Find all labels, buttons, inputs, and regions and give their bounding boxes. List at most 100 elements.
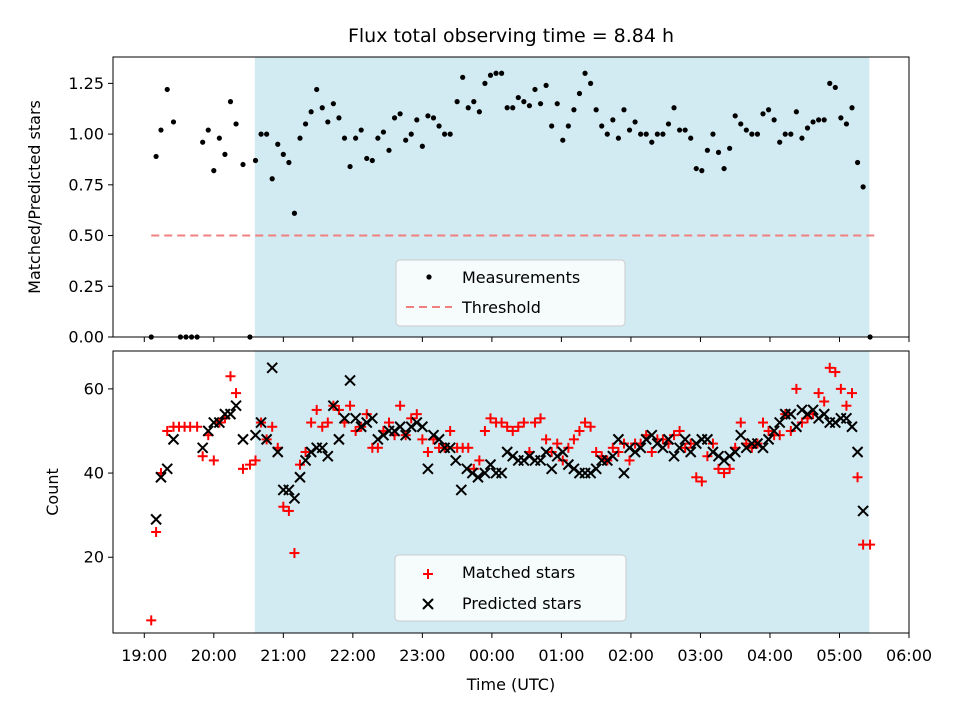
x-tick-label: 21:00 bbox=[260, 646, 306, 665]
predicted-star-point bbox=[202, 425, 214, 437]
measurement-point bbox=[643, 131, 649, 137]
measurement-point bbox=[699, 168, 705, 174]
measurement-point bbox=[280, 151, 286, 157]
measurement-point bbox=[854, 159, 861, 166]
measurement-point bbox=[599, 123, 605, 129]
predicted-star-point bbox=[237, 433, 249, 446]
matched-star-point bbox=[306, 417, 317, 428]
predicted-star-point bbox=[299, 454, 312, 467]
measurement-point bbox=[403, 137, 409, 143]
top-y-tick-label: 0.25 bbox=[68, 277, 104, 296]
top-panel: 0.00 0.25 0.50 0.75 1.00 1.25 Matched/Predict… bbox=[25, 56, 910, 347]
measurement-point bbox=[593, 107, 599, 113]
top-legend: Measurements Threshold bbox=[395, 259, 626, 327]
matched-star-point bbox=[824, 362, 835, 373]
predicted-star-point bbox=[607, 450, 619, 462]
predicted-legend-marker bbox=[422, 598, 434, 610]
predicted-star-point bbox=[668, 450, 680, 462]
predicted-star-point bbox=[266, 362, 278, 374]
matched-star-point bbox=[151, 526, 162, 537]
measurement-point bbox=[487, 72, 494, 78]
measurement-point bbox=[521, 99, 527, 105]
matched-star-point bbox=[763, 425, 774, 436]
measurement-point bbox=[414, 117, 420, 123]
matched-star-point bbox=[244, 459, 255, 470]
predicted-star-point bbox=[729, 446, 741, 458]
measurement-point bbox=[576, 90, 583, 97]
measurement-point bbox=[632, 119, 638, 125]
predicted-star-point bbox=[484, 458, 497, 471]
matched-star-point bbox=[735, 417, 746, 428]
predicted-star-point bbox=[366, 412, 379, 425]
x-tick-label: 02:00 bbox=[608, 646, 654, 665]
measurement-point bbox=[227, 99, 234, 105]
top-y-tick-label: 1.25 bbox=[68, 74, 104, 93]
measurement-point bbox=[799, 135, 805, 141]
matched-star-point bbox=[463, 442, 474, 453]
predicted-star-point bbox=[618, 467, 630, 479]
measurement-point bbox=[804, 125, 811, 131]
predicted-star-point bbox=[294, 471, 306, 483]
measurement-point bbox=[621, 107, 627, 113]
matched-star-point bbox=[208, 455, 219, 466]
measurement-point bbox=[269, 176, 275, 182]
star-count-points bbox=[146, 362, 876, 626]
predicted-star-point bbox=[399, 429, 412, 441]
matched-star-point bbox=[192, 421, 203, 432]
measurements-legend-label: Measurements bbox=[462, 268, 580, 287]
measurement-point bbox=[626, 127, 633, 133]
measurement-point bbox=[727, 145, 733, 151]
measurement-point bbox=[571, 107, 577, 113]
top-y-tick-label: 0.00 bbox=[68, 328, 104, 347]
matched-star-point bbox=[474, 455, 485, 466]
measurement-point bbox=[319, 105, 325, 111]
matched-star-point bbox=[624, 455, 635, 466]
predicted-star-point bbox=[349, 412, 362, 425]
predicted-star-point bbox=[450, 454, 462, 467]
predicted-star-point bbox=[272, 446, 284, 458]
predicted-star-point bbox=[534, 454, 547, 467]
predicted-star-point bbox=[213, 416, 226, 429]
matched-star-point bbox=[691, 472, 702, 483]
measurement-point bbox=[205, 127, 211, 133]
matched-star-point bbox=[580, 417, 591, 428]
measurement-point bbox=[715, 149, 722, 155]
predicted-star-point bbox=[685, 446, 697, 458]
matched-legend-marker bbox=[423, 569, 433, 579]
measurement-point bbox=[782, 131, 788, 137]
measurement-points bbox=[148, 70, 873, 340]
predicted-star-point bbox=[472, 471, 484, 483]
matched-star-point bbox=[197, 451, 208, 462]
measurement-point bbox=[504, 105, 510, 111]
predicted-star-point bbox=[167, 433, 180, 446]
measurement-point bbox=[170, 119, 177, 125]
measurement-point bbox=[777, 139, 783, 145]
measurement-point bbox=[364, 155, 370, 162]
matched-star-point bbox=[713, 463, 724, 474]
matched-star-point bbox=[372, 442, 383, 453]
measurement-point bbox=[454, 99, 460, 105]
measurement-point bbox=[549, 123, 555, 129]
predicted-star-point bbox=[249, 429, 262, 441]
matched-star-point bbox=[283, 505, 294, 516]
measurement-point bbox=[476, 109, 482, 115]
top-y-tick-label: 0.50 bbox=[68, 226, 104, 245]
measurement-point bbox=[537, 101, 544, 107]
measurement-point bbox=[358, 127, 364, 133]
measurement-point bbox=[515, 94, 521, 101]
predicted-star-point bbox=[840, 412, 853, 425]
measurement-point bbox=[682, 127, 688, 133]
measurement-point bbox=[788, 131, 794, 137]
predicted-star-point bbox=[846, 421, 858, 433]
measurement-point bbox=[827, 80, 833, 86]
measurement-point bbox=[793, 109, 799, 115]
measurement-point bbox=[211, 168, 217, 174]
measurement-point bbox=[386, 147, 392, 153]
predicted-star-point bbox=[701, 433, 714, 446]
measurement-point bbox=[222, 151, 228, 157]
matched-star-point bbox=[841, 400, 852, 411]
measurement-point bbox=[721, 165, 727, 172]
measurement-point bbox=[391, 115, 398, 121]
measurement-point bbox=[816, 117, 822, 123]
predicted-star-point bbox=[455, 484, 468, 496]
